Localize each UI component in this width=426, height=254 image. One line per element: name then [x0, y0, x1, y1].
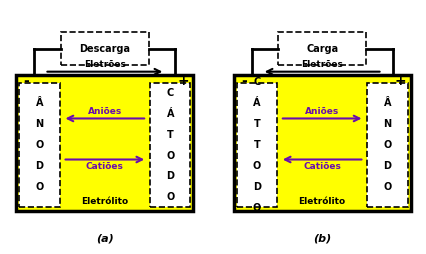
Text: O: O: [35, 140, 43, 150]
Text: Eletrólito: Eletrólito: [81, 197, 128, 206]
Text: -: -: [240, 74, 246, 88]
Text: D: D: [35, 161, 43, 171]
Text: +: +: [394, 74, 406, 88]
Bar: [150, 83, 190, 208]
Text: C: C: [166, 88, 173, 98]
Text: Carga: Carga: [305, 43, 337, 54]
Text: (b): (b): [312, 234, 331, 244]
Text: O: O: [383, 140, 391, 150]
Text: Aniões: Aniões: [87, 107, 122, 116]
Text: +: +: [177, 74, 189, 88]
Text: T: T: [253, 140, 259, 150]
Text: Eletrões: Eletrões: [84, 60, 126, 69]
Text: Â: Â: [383, 98, 390, 108]
Text: D: D: [252, 182, 260, 192]
Bar: [366, 83, 407, 208]
Bar: [277, 33, 366, 65]
Text: Aniões: Aniões: [304, 107, 339, 116]
Text: T: T: [253, 119, 259, 129]
Text: -: -: [23, 74, 29, 88]
Text: Descarga: Descarga: [79, 43, 130, 54]
Text: C: C: [253, 77, 260, 87]
Text: D: D: [166, 171, 174, 182]
Bar: [19, 83, 60, 208]
Text: O: O: [383, 182, 391, 192]
Text: Eletrões: Eletrões: [300, 60, 342, 69]
Bar: [236, 83, 276, 208]
Text: O: O: [166, 151, 174, 161]
Text: Á: Á: [253, 98, 260, 108]
Text: D: D: [383, 161, 391, 171]
Bar: [60, 33, 149, 65]
Text: Catiões: Catiões: [86, 162, 124, 171]
Text: O: O: [252, 161, 260, 171]
Text: Eletrólito: Eletrólito: [298, 197, 345, 206]
Text: N: N: [35, 119, 43, 129]
Text: Catiões: Catiões: [302, 162, 340, 171]
Text: N: N: [383, 119, 391, 129]
Text: Â: Â: [36, 98, 43, 108]
Text: Á: Á: [166, 109, 173, 119]
Text: T: T: [167, 130, 173, 140]
Bar: [233, 75, 410, 212]
Bar: [16, 75, 193, 212]
Text: O: O: [252, 203, 260, 213]
Text: O: O: [35, 182, 43, 192]
Text: (a): (a): [96, 234, 113, 244]
Text: O: O: [166, 193, 174, 202]
